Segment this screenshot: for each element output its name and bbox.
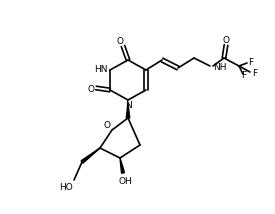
- Text: O: O: [103, 122, 111, 131]
- Text: O: O: [222, 36, 230, 45]
- Text: N: N: [125, 101, 131, 110]
- Text: HN: HN: [94, 64, 108, 73]
- Text: O: O: [117, 37, 123, 46]
- Text: O: O: [87, 85, 95, 94]
- Text: OH: OH: [118, 177, 132, 186]
- Text: F: F: [241, 71, 247, 80]
- Polygon shape: [126, 103, 130, 118]
- Text: F: F: [248, 58, 254, 67]
- Text: F: F: [252, 70, 258, 79]
- Polygon shape: [81, 148, 100, 163]
- Polygon shape: [120, 158, 125, 173]
- Text: HO: HO: [59, 183, 73, 193]
- Text: NH: NH: [213, 62, 227, 71]
